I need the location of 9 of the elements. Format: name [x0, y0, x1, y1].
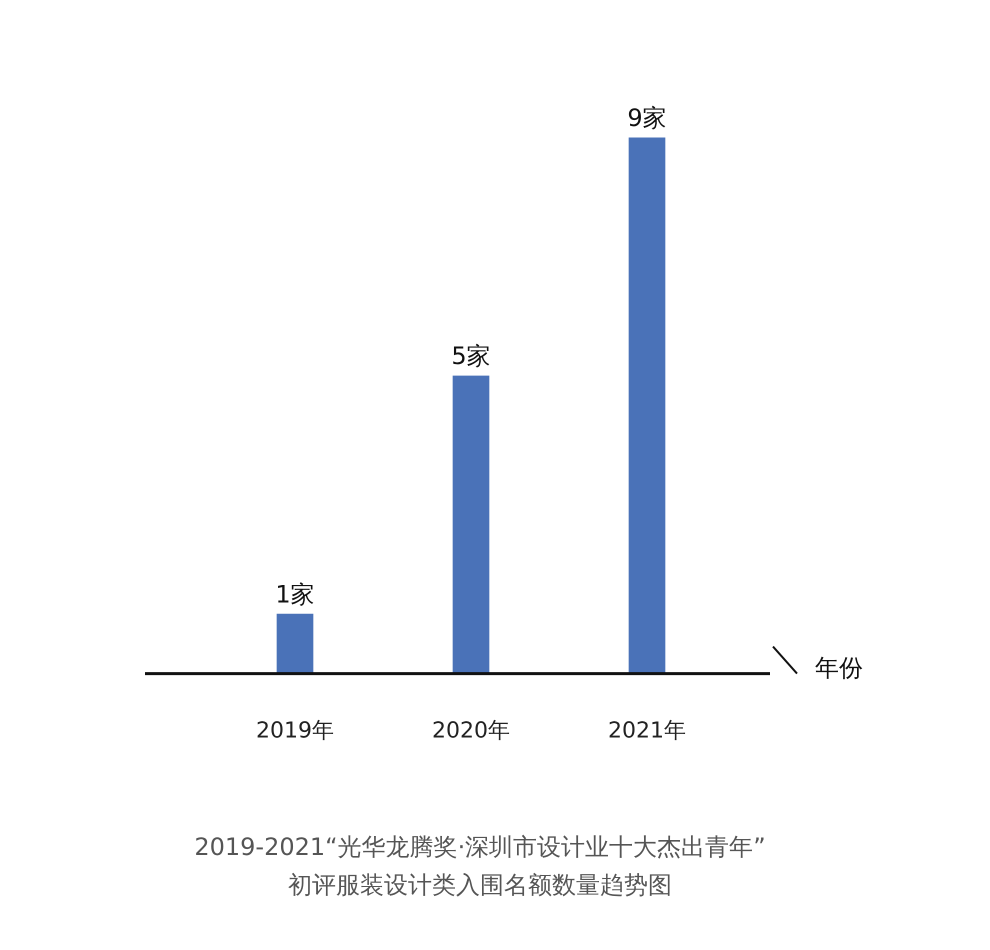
data-label: 1家	[275, 580, 315, 608]
x-axis-title: 年份	[815, 654, 863, 682]
text: 初评服装设计类入围名额数量趋势图	[287, 870, 673, 901]
x-tick-label: 2021年	[608, 718, 686, 744]
x-tick-label: 2020年	[432, 718, 510, 744]
x-tick-label: 2019年	[256, 718, 334, 744]
text: 2019-2021“光华龙腾奖·深圳市设计业十大杰出青年”	[193, 832, 767, 863]
data-label: 9家	[627, 104, 667, 132]
data-label: 5家	[451, 342, 491, 370]
